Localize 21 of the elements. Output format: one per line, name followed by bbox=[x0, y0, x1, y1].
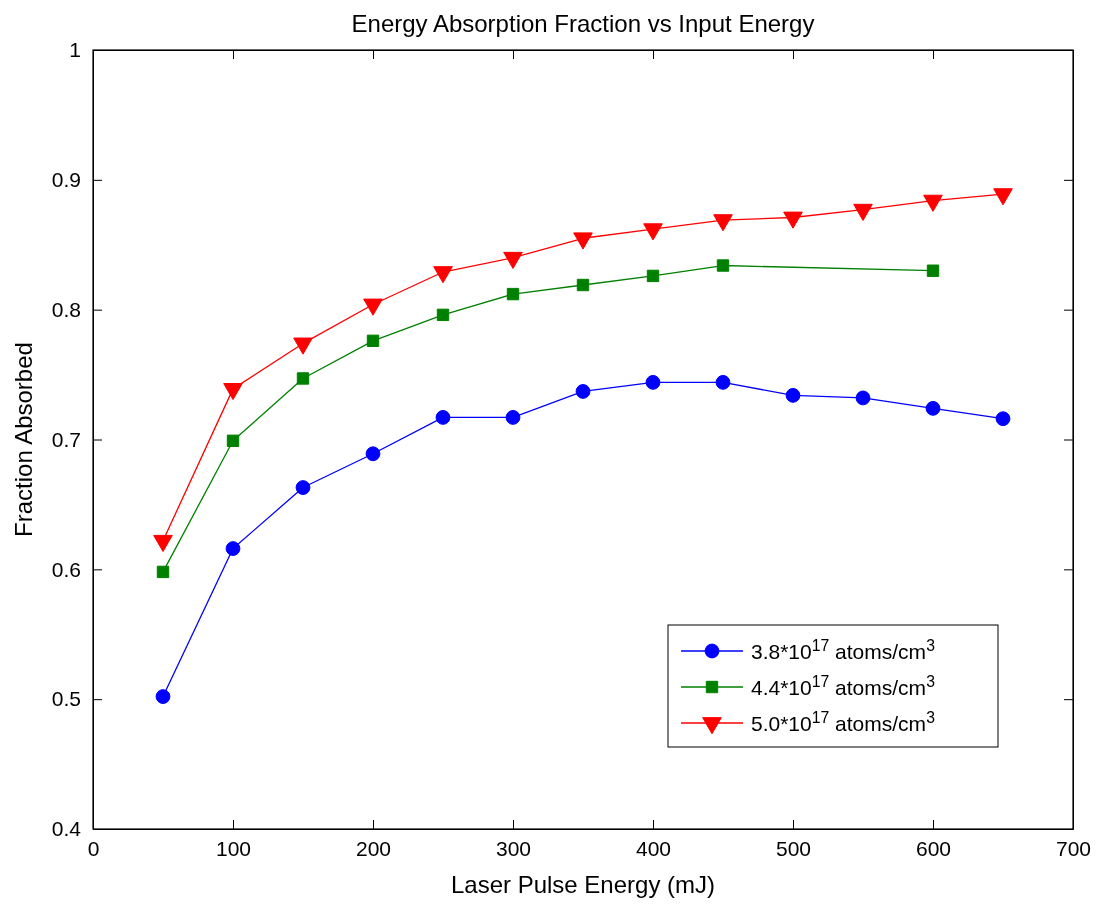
y-tick-label: 0.5 bbox=[51, 687, 81, 711]
x-tick-label: 300 bbox=[495, 836, 532, 860]
y-tick-label: 0.8 bbox=[51, 297, 81, 321]
x-tick-label: 100 bbox=[215, 836, 252, 860]
y-axis-title: Fraction Absorbed bbox=[10, 342, 37, 537]
y-tick-label: 1 bbox=[69, 38, 81, 62]
legend-label: 3.8*10$^{17}$ atoms/cm$^{3}$ bbox=[751, 636, 936, 663]
y-tick-label: 0.4 bbox=[51, 817, 82, 841]
x-axis-title: Laser Pulse Energy (mJ) bbox=[450, 871, 716, 898]
x-tick-label: 0 bbox=[87, 836, 100, 860]
y-tick-label: 0.6 bbox=[51, 557, 81, 581]
y-tick-label: 0.7 bbox=[51, 427, 81, 451]
x-tick-label: 600 bbox=[915, 836, 952, 860]
x-tick-label: 500 bbox=[775, 836, 812, 860]
legend-label: 5.0*10$^{17}$ atoms/cm$^{3}$ bbox=[751, 708, 936, 735]
x-tick-label: 700 bbox=[1055, 836, 1092, 860]
legend-label: 4.4*10$^{17}$ atoms/cm$^{3}$ bbox=[751, 672, 936, 699]
y-tick-label: 0.9 bbox=[51, 168, 81, 192]
chart-title: Energy Absorption Fraction vs Input Energy bbox=[351, 10, 815, 37]
x-tick-label: 400 bbox=[635, 836, 672, 860]
x-tick-label: 200 bbox=[355, 836, 392, 860]
